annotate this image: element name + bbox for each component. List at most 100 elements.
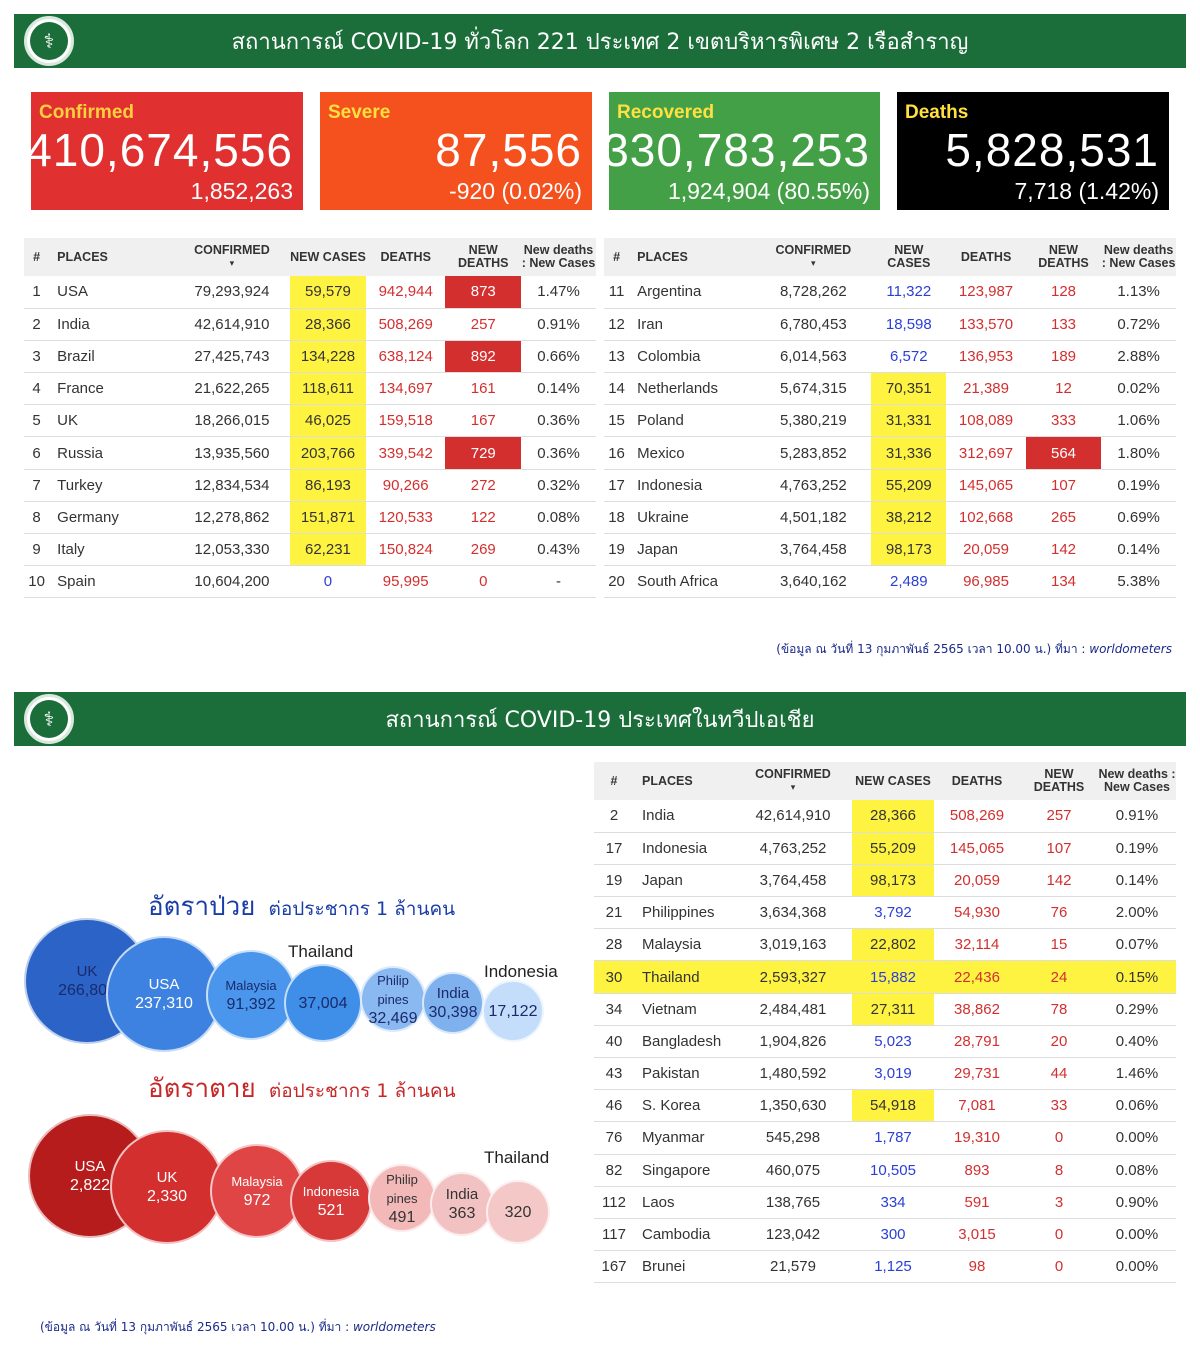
row-new-deaths: 265 [1025,501,1102,535]
row-rank: 19 [604,533,630,567]
row-confirmed: 42,614,910 [173,308,290,341]
asia-table: # PLACES CONFIRMED ▾ NEW CASES DEATHS NEW DEAT… [594,762,1176,1284]
row-rank: 167 [594,1250,634,1284]
table-row: 18 Ukraine 4,501,182 38,212 102,668 265 0.69% [604,501,1176,535]
row-rank: 17 [594,832,634,865]
row-confirmed: 4,763,252 [755,469,872,502]
row-new-deaths: 134 [1025,565,1102,599]
caduceus-icon: ⚕ [30,22,68,60]
row-confirmed: 3,764,458 [734,864,852,898]
row-ratio: 2.00% [1098,896,1176,930]
source-note-world: (ข้อมูล ณ วันที่ 13 กุมภาพันธ์ 2565 เวลา… [776,640,1172,659]
row-ratio: 1.80% [1101,436,1176,470]
row-new-cases: 1,125 [852,1250,934,1284]
row-place: Laos [634,1186,734,1219]
table-row: 112 Laos 138,765 334 591 3 0.90% [594,1186,1176,1219]
row-new-cases: 22,802 [852,928,934,962]
row-place: Ukraine [629,501,756,535]
row-new-deaths: 107 [1025,469,1102,502]
row-rank: 2 [24,308,50,341]
col-places-header: PLACES [49,238,174,276]
bubble-value: 491 [388,1208,416,1226]
row-confirmed: 21,579 [734,1250,852,1284]
row-place: Singapore [634,1154,734,1187]
row-rank: 13 [604,340,630,374]
row-rank: 20 [604,565,630,599]
row-deaths: 7,081 [934,1089,1020,1123]
row-new-deaths: 0 [1020,1250,1098,1284]
row-new-cases: 38,212 [871,501,947,535]
row-deaths: 120,533 [365,501,446,535]
row-confirmed: 18,266,015 [173,404,290,438]
sort-arrow-icon: ▾ [229,258,235,268]
row-new-deaths: 189 [1025,340,1102,374]
row-new-cases: 59,579 [290,276,366,309]
row-place: Indonesia [634,832,734,865]
table-row: 6 Russia 13,935,560 203,766 339,542 729 0.36% [24,436,596,470]
table-row: 117 Cambodia 123,042 300 3,015 0 0.00% [594,1218,1176,1252]
row-place: Poland [629,404,756,438]
row-place: Turkey [49,469,174,502]
row-confirmed: 12,278,862 [173,501,290,535]
row-new-cases: 1,787 [852,1121,934,1155]
row-deaths: 145,065 [934,832,1020,865]
death-chart-title: อัตราตาย ต่อประชากร 1 ล้านคน [148,1074,456,1104]
row-rank: 21 [594,896,634,930]
bubble-india: India 30,398 [422,972,484,1034]
table-row: 46 S. Korea 1,350,630 54,918 7,081 33 0.06% [594,1089,1176,1123]
row-new-deaths: 272 [445,469,522,502]
table-row: 17 Indonesia 4,763,252 55,209 145,065 107 0.19… [594,832,1176,865]
row-ratio: 0.14% [1101,533,1176,567]
caduceus-icon: ⚕ [30,700,68,738]
row-ratio: 0.36% [521,436,596,470]
table-row: 9 Italy 12,053,330 62,231 150,824 269 0.43% [24,533,596,567]
bubble-value: 32,469 [368,1009,418,1027]
row-deaths: 19,310 [934,1121,1020,1155]
row-new-cases: 55,209 [852,832,934,865]
row-deaths: 96,985 [946,565,1026,599]
confirmed-label: Confirmed [39,102,134,123]
deaths-new: 7,718 (1.42%) [1014,178,1159,204]
row-new-deaths: 161 [445,372,522,406]
row-ratio: 0.07% [1098,928,1176,962]
row-place: Japan [634,864,734,898]
col-new-cases-header: NEW CASES [290,238,366,276]
row-rank: 3 [24,340,50,374]
bubble-label: Malaysia [231,1174,283,1189]
row-ratio: 0.00% [1098,1121,1176,1155]
bubble-philip-pines: Philip pines 32,469 [360,966,426,1032]
row-ratio: 0.02% [1101,372,1176,406]
row-ratio: 0.36% [521,404,596,438]
confirmed-label: CONFIRMED [775,243,852,257]
col-confirmed-header: CONFIRMED ▾ [734,762,852,800]
bubble-value: 363 [448,1205,476,1222]
row-new-cases: 334 [852,1186,934,1219]
row-new-cases: 203,766 [290,436,366,470]
row-place: Mexico [629,436,756,470]
col-deaths-header: DEATHS [946,238,1026,276]
table-row: 7 Turkey 12,834,534 86,193 90,266 272 0.32% [24,469,596,502]
bubble-thailand: 320 [486,1180,550,1244]
col-places-header: PLACES [629,238,756,276]
row-place: Vietnam [634,993,734,1026]
table-row: 2 India 42,614,910 28,366 508,269 257 0.91% [594,800,1176,833]
row-deaths: 591 [934,1186,1020,1219]
row-new-deaths: 873 [445,276,522,309]
row-deaths: 312,697 [946,436,1026,470]
table-header-row: # PLACES CONFIRMED ▾ NEW CASES DEATHS NEW DEAT… [604,238,1176,276]
row-deaths: 508,269 [365,308,446,341]
col-new-deaths-header: NEW DEATHS [1020,762,1098,800]
bubble-outside-label: Indonesia [484,962,558,981]
deaths-label: Deaths [905,102,969,123]
col-new-cases-header: NEW CASES [871,238,947,276]
bubble-label: USA [74,1158,106,1175]
row-deaths: 3,015 [934,1218,1020,1252]
row-rank: 76 [594,1121,634,1155]
row-rank: 4 [24,372,50,406]
row-place: Malaysia [634,928,734,962]
row-new-cases: 3,019 [852,1057,934,1091]
bubble-outside-label: Thailand [484,1148,550,1167]
col-new-cases-header: NEW CASES [852,762,934,800]
row-place: S. Korea [634,1089,734,1123]
bubble-label: UK [156,1169,178,1186]
